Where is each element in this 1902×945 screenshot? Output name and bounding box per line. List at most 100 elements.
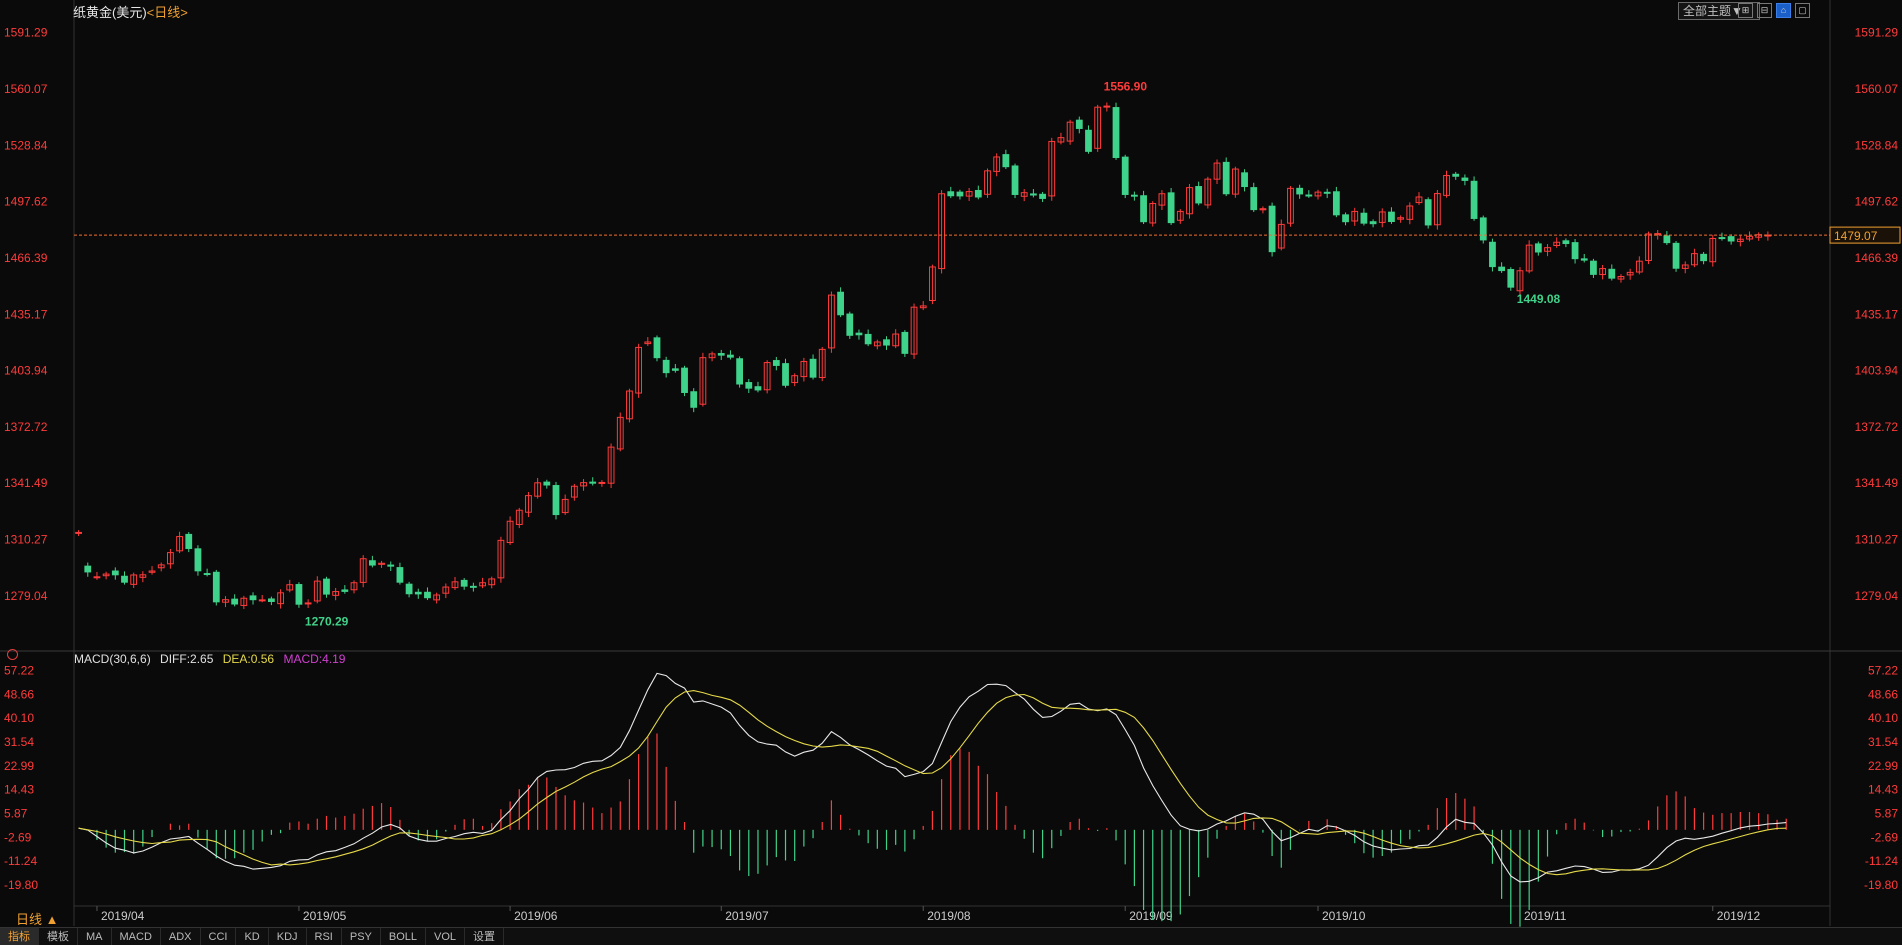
candle-body — [1002, 154, 1010, 168]
tab-macd[interactable]: MACD — [112, 928, 161, 945]
candle — [717, 349, 725, 361]
candle-body — [1250, 187, 1258, 211]
time-tick-label: 2019/05 — [303, 909, 347, 923]
candle — [1066, 119, 1074, 145]
candle-body — [368, 560, 376, 566]
period-button[interactable]: 日线 ▲ — [16, 912, 59, 927]
candle-body — [1195, 186, 1203, 204]
candle-body — [1746, 235, 1753, 240]
candle-body — [616, 416, 624, 450]
candle-body — [102, 573, 110, 577]
candle-body — [1213, 162, 1221, 180]
indicator-tabs: 指标 模板 MA MACD ADX CCI KD KDJ RSI PSY BOL… — [0, 927, 1902, 945]
candle — [396, 562, 404, 585]
price-tick-label-right: 1372.72 — [1855, 420, 1899, 434]
candle-body — [1176, 210, 1184, 221]
candle — [93, 571, 101, 580]
macd-tick-label-left: 40.10 — [4, 711, 34, 725]
candle — [1516, 267, 1524, 296]
candle — [763, 360, 771, 394]
price-tick-label-right: 1341.49 — [1855, 476, 1899, 490]
candle-body — [846, 313, 854, 336]
tab-boll[interactable]: BOLL — [381, 928, 427, 945]
candle — [1755, 232, 1763, 241]
tab-rsi[interactable]: RSI — [307, 928, 342, 945]
candle-body — [1094, 106, 1102, 149]
candle-body — [1580, 258, 1588, 261]
candle-body — [1167, 192, 1175, 224]
candle — [506, 516, 514, 545]
tab-psy[interactable]: PSY — [342, 928, 381, 945]
candle-body — [754, 386, 762, 391]
candle — [1479, 215, 1487, 244]
candle — [1397, 215, 1405, 223]
candle — [1415, 192, 1423, 205]
candle — [809, 354, 817, 380]
layout-icon[interactable]: ⊞ — [1738, 3, 1753, 18]
tab-adx[interactable]: ADX — [161, 928, 201, 945]
candle — [469, 582, 477, 592]
candle-body — [993, 156, 1001, 172]
candle-body — [1075, 119, 1083, 129]
chart-icon[interactable]: ⌂ — [1776, 3, 1791, 18]
candle — [1342, 212, 1349, 226]
candle — [892, 329, 900, 349]
tab-indicators[interactable]: 指标 — [0, 928, 39, 945]
price-tick-label-left: 1560.07 — [4, 82, 48, 96]
candle-body — [855, 332, 863, 336]
candle — [515, 507, 523, 529]
tab-cci[interactable]: CCI — [201, 928, 237, 945]
settings-icon[interactable]: ▢ — [1795, 3, 1810, 18]
price-tick-label-right: 1310.27 — [1855, 533, 1899, 547]
tab-kdj[interactable]: KDJ — [269, 928, 307, 945]
tab-vol[interactable]: VOL — [426, 928, 466, 945]
candle — [488, 576, 496, 589]
candle — [1323, 188, 1331, 199]
candle — [433, 592, 441, 604]
candle-body — [479, 582, 486, 587]
candle-body — [350, 582, 358, 591]
tab-templates[interactable]: 模板 — [39, 928, 78, 945]
candle — [75, 530, 82, 537]
macd-settings-icon[interactable] — [7, 649, 18, 660]
candle-body — [1332, 191, 1340, 216]
candle-body — [460, 579, 468, 587]
grid-icon[interactable]: ⊟ — [1757, 3, 1772, 18]
candle — [1287, 185, 1294, 227]
candle — [240, 595, 248, 610]
candle — [1626, 268, 1634, 280]
tab-settings[interactable]: 设置 — [465, 928, 505, 945]
tab-ma[interactable]: MA — [78, 928, 112, 945]
candle-body — [1461, 177, 1469, 181]
candle — [580, 479, 587, 491]
candle — [837, 287, 844, 318]
candle-body — [1424, 199, 1432, 226]
candle-body — [1406, 205, 1414, 220]
candle-body — [598, 481, 606, 484]
toolbar-icons: ⊞ ⊟ ⌂ ▢ — [1738, 3, 1810, 18]
chart-title: 纸黄金(美元)<日线> — [73, 2, 188, 21]
candle-body — [433, 594, 441, 601]
candle — [782, 358, 789, 388]
candle — [598, 480, 606, 487]
candle — [102, 571, 110, 580]
price-tick-label-left: 1497.62 — [4, 195, 48, 209]
candle — [534, 477, 542, 499]
candle-body — [1433, 193, 1441, 226]
candle-body — [75, 531, 82, 534]
candle-body — [1397, 217, 1405, 220]
candle-body — [1571, 242, 1579, 260]
candle — [1332, 186, 1340, 218]
extreme-price-label: 1270.29 — [305, 615, 349, 629]
candle — [1562, 238, 1570, 248]
candle — [1443, 170, 1450, 198]
candle — [1011, 163, 1019, 199]
candle — [1571, 239, 1579, 264]
candle-body — [626, 390, 633, 420]
period-label[interactable]: <日线> — [146, 5, 188, 20]
tab-kd[interactable]: KD — [236, 928, 269, 945]
candle — [1461, 174, 1469, 186]
candle — [1030, 189, 1037, 198]
theme-select[interactable]: 全部主题▼ — [1678, 2, 1760, 20]
